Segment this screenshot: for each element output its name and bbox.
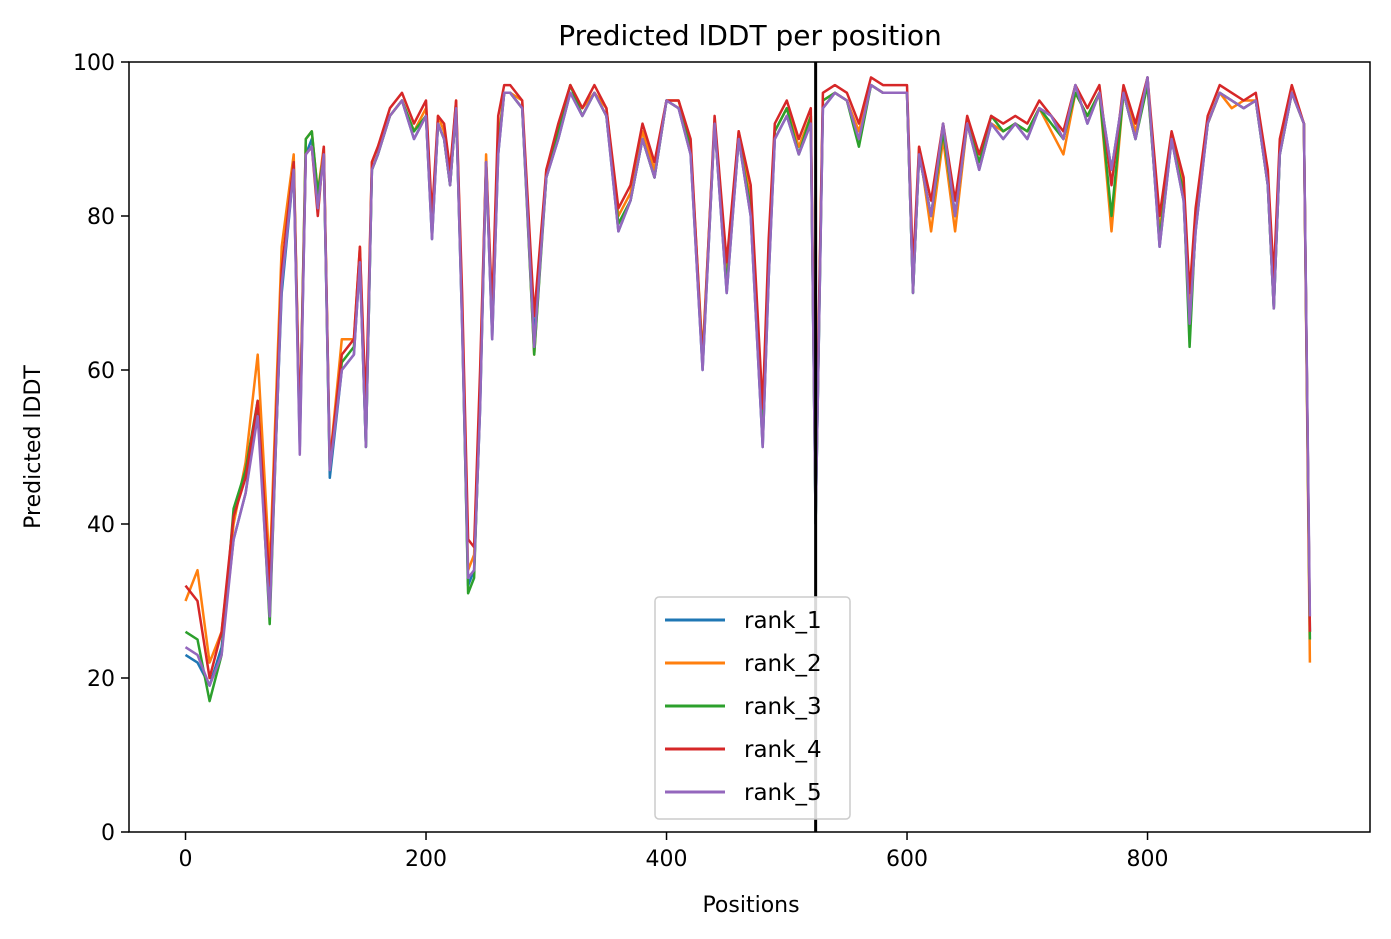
x-tick-label: 400 [646, 847, 688, 872]
x-tick-label: 200 [405, 847, 447, 872]
y-tick-label: 40 [87, 513, 115, 538]
legend-label-rank_1: rank_1 [744, 608, 822, 634]
legend: rank_1 rank_2 rank_3 rank_4 rank_5 [654, 596, 851, 820]
plot-frame [128, 61, 1371, 833]
legend-box [654, 596, 851, 820]
legend-label-rank_3: rank_3 [744, 694, 822, 720]
y-tick-label: 80 [87, 205, 115, 230]
x-tick-label: 800 [1127, 847, 1169, 872]
y-tick-label: 100 [73, 51, 115, 76]
legend-label-rank_5: rank_5 [744, 780, 822, 806]
x-tick-label: 600 [886, 847, 928, 872]
chart-title: Predicted lDDT per position [558, 19, 942, 52]
x-tick-label: 0 [179, 847, 193, 872]
y-axis-label: Predicted lDDT [21, 365, 46, 529]
series-lines [184, 76, 1312, 703]
legend-label-rank_4: rank_4 [744, 737, 822, 763]
series-line-rank_5 [184, 76, 1312, 687]
legend-label-rank_2: rank_2 [744, 651, 822, 677]
y-tick-label: 60 [87, 359, 115, 384]
y-tick-label: 0 [101, 821, 115, 846]
x-axis-label: Positions [702, 893, 799, 918]
y-tick-label: 20 [87, 667, 115, 692]
series-line-rank_4 [184, 76, 1312, 680]
